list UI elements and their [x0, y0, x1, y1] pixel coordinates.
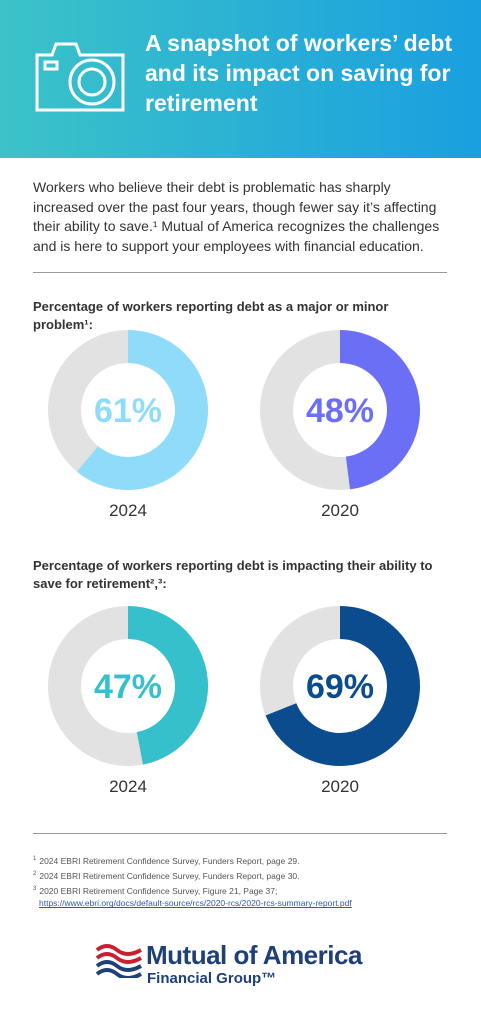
footnote: 3 2020 EBRI Retirement Confidence Survey,… [33, 883, 453, 911]
footnote-text: 2020 EBRI Retirement Confidence Survey, … [39, 885, 278, 896]
category-label: 2020 [321, 501, 359, 520]
footnote-link[interactable]: https://www.ebri.org/docs/default-source… [39, 898, 352, 909]
intro: Workers who believe their debt is proble… [33, 179, 440, 254]
footnote-mark: 3 [33, 885, 37, 892]
logo-sub: Financial Group™ [147, 970, 277, 987]
value-label: 69% [306, 668, 374, 706]
donut-segment [340, 330, 420, 490]
footnote: 2 2024 EBRI Retirement Confidence Survey,… [33, 868, 453, 883]
footnote-mark: 1 [33, 856, 37, 862]
donut-segment [128, 606, 209, 765]
title: A snapshot of workers’ debt and its impa… [145, 30, 453, 116]
value-label: 61% [94, 392, 162, 430]
chart-title: Percentage of workers reporting debt as … [33, 299, 389, 332]
camera-icon [35, 42, 125, 112]
divider [33, 833, 447, 834]
footnote: 1 2024 EBRI Retirement Confidence Survey,… [33, 853, 453, 868]
footnote-text: 2024 EBRI Retirement Confidence Survey, … [39, 870, 300, 881]
logo-icon [95, 944, 142, 978]
footnote-text: 2024 EBRI Retirement Confidence Survey, … [39, 855, 300, 866]
category-label: 2024 [109, 501, 147, 520]
divider [33, 272, 447, 273]
chart-title: Percentage of workers reporting debt is … [33, 558, 433, 591]
donut-segment [265, 606, 420, 766]
donut-segment [77, 329, 209, 490]
value-label: 48% [306, 392, 374, 430]
header: A snapshot of workers’ debt and its impa… [0, 0, 481, 158]
category-label: 2020 [321, 777, 359, 796]
value-label: 47% [94, 668, 162, 706]
footnotes: 1 2024 EBRI Retirement Confidence Survey,… [33, 853, 453, 910]
footnote-mark: 2 [33, 870, 37, 877]
logo-name: Mutual of America [146, 940, 362, 970]
category-label: 2024 [109, 777, 147, 796]
